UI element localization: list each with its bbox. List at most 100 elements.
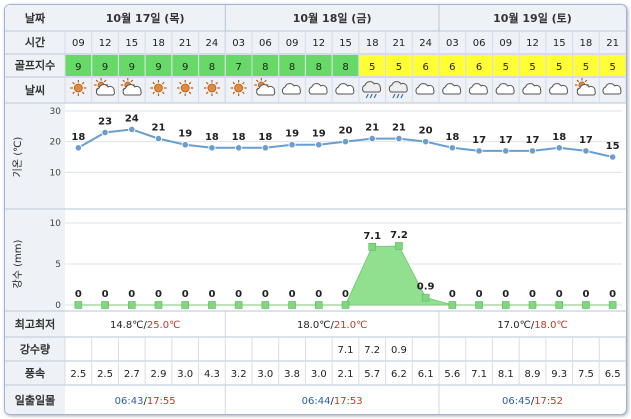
temp-point	[368, 135, 376, 143]
cloud-icon	[415, 83, 435, 95]
temp-point	[582, 147, 590, 155]
time-cell: 06	[473, 38, 486, 49]
precip-value: 7.2	[364, 345, 380, 356]
sun-row-label: 일출일몰	[15, 393, 55, 407]
golf-index-value: 6	[422, 62, 428, 73]
golf-index-cell	[359, 55, 386, 76]
golf-index-value: 8	[316, 62, 322, 73]
temp-data-label: 18	[232, 132, 246, 143]
wind-value: 2.5	[70, 369, 86, 380]
temp-data-label: 19	[312, 129, 326, 140]
cloud-icon	[549, 83, 569, 95]
rain-data-label: 7.1	[363, 231, 381, 242]
wind-value: 2.5	[97, 369, 113, 380]
temp-data-label: 18	[445, 132, 459, 143]
temp-point	[128, 125, 136, 134]
golf-index-cell	[145, 55, 172, 76]
rain-point	[608, 301, 617, 309]
time-row-label: 시간	[25, 35, 45, 49]
rain-point	[154, 301, 163, 309]
golf-index-value: 8	[342, 62, 348, 73]
temp-data-label: 21	[152, 123, 166, 134]
golf-index-cell	[118, 55, 145, 76]
wind-value: 3.2	[231, 369, 247, 380]
wind-value: 5.7	[364, 369, 380, 380]
golf-index-cell	[492, 55, 519, 76]
temp-point	[475, 147, 483, 155]
sun-cloud-icon	[574, 78, 596, 96]
rain-data-label: 0	[342, 289, 349, 300]
sun-separator: /	[531, 396, 535, 407]
sunset-time: 17:52	[534, 396, 563, 407]
wind-value: 3.0	[311, 369, 327, 380]
rain-data-label: 0	[556, 289, 563, 300]
time-cell: 24	[419, 38, 432, 49]
temp-point	[528, 147, 537, 155]
golf-index-value: 8	[209, 62, 215, 73]
rain-point	[101, 301, 109, 309]
time-cell: 18	[152, 38, 165, 49]
rain-data-label: 0	[262, 289, 269, 300]
time-cell: 12	[99, 38, 112, 49]
rain-data-label: 0	[235, 289, 242, 300]
minmax-value: 17.0℃/18.0℃	[497, 320, 567, 331]
wind-value: 4.3	[204, 369, 220, 380]
sun-times: 06:45/17:52	[502, 396, 563, 407]
wind-value: 3.0	[257, 369, 273, 380]
temp-point	[422, 138, 430, 146]
cloud-icon	[522, 83, 542, 95]
rain-point	[314, 301, 323, 309]
temp-data-label: 21	[365, 123, 379, 134]
wind-value: 8.1	[498, 369, 514, 380]
min-temp: 18.0℃	[297, 320, 331, 331]
wind-value: 2.1	[338, 369, 354, 380]
time-cell: 18	[366, 38, 379, 49]
temp-data-label: 18	[258, 132, 272, 143]
temp-data-label: 17	[526, 135, 540, 146]
min-temp: 14.8℃	[110, 320, 144, 331]
rain-data-label: 0	[529, 289, 536, 300]
sun-icon	[203, 80, 220, 96]
golf-index-value: 8	[289, 62, 295, 73]
golf-index-value: 5	[556, 62, 562, 73]
temp-data-label: 17	[472, 135, 486, 146]
sun-cloud-icon	[254, 78, 276, 96]
golf-index-cell	[599, 55, 626, 76]
temp-data-label: 20	[339, 126, 353, 137]
rain-point	[261, 301, 270, 309]
wind-value: 8.9	[525, 369, 541, 380]
golf-index-cell	[519, 55, 546, 76]
rain-point	[127, 301, 136, 309]
day-header: 10월 19일 (토)	[493, 11, 572, 25]
cloud-icon	[281, 83, 301, 95]
sun-icon	[70, 80, 87, 96]
rain-data-label: 0	[502, 289, 509, 300]
temp-data-label: 18	[205, 132, 219, 143]
day-header: 10월 18일 (금)	[293, 11, 372, 25]
temp-point	[181, 141, 189, 149]
rain-point	[288, 301, 296, 309]
golf-index-value: 8	[262, 62, 268, 73]
rain-data-label: 0	[609, 289, 616, 300]
golf-index-value: 9	[75, 62, 81, 73]
temp-data-label: 20	[419, 126, 433, 137]
golf-index-cell	[546, 55, 573, 76]
golf-index-value: 5	[396, 62, 402, 73]
sun-icon	[150, 80, 167, 96]
time-cell: 09	[72, 38, 85, 49]
time-cell: 15	[553, 38, 566, 49]
time-cell: 21	[606, 38, 619, 49]
cloud-icon	[602, 83, 622, 95]
temp-data-label: 18	[552, 132, 566, 143]
temp-axis-label: 기온 (℃)	[12, 137, 24, 178]
golf-index-cell	[573, 55, 599, 76]
time-cell: 21	[393, 38, 406, 49]
time-cell: 15	[125, 38, 138, 49]
wind-value: 7.5	[578, 369, 594, 380]
rain-data-label: 0	[289, 289, 296, 300]
golf-index-value: 5	[369, 62, 375, 73]
time-cell: 03	[232, 38, 245, 49]
rain-point	[341, 301, 350, 309]
cloud-icon	[442, 83, 462, 95]
